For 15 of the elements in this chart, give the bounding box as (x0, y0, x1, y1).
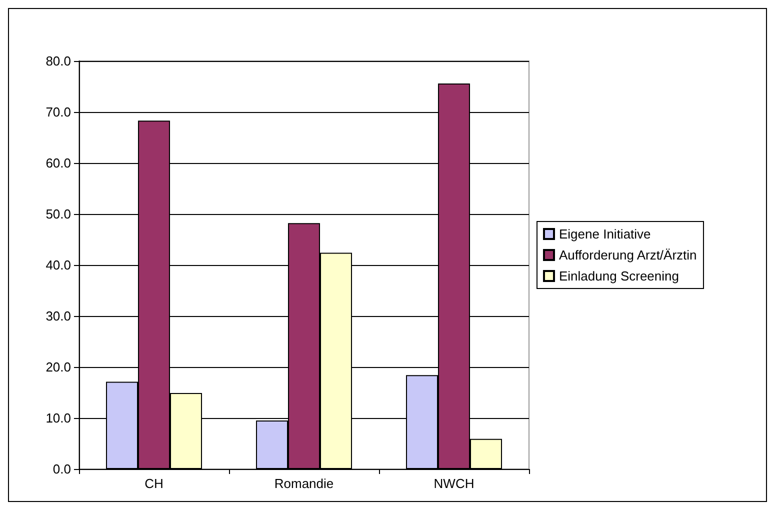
legend-label: Einladung Screening (559, 268, 679, 284)
x-tick-label: Romandie (274, 476, 334, 491)
y-tick-label: 30.0 (46, 308, 71, 324)
y-tick-label: 60.0 (46, 156, 71, 170)
x-tick-label: CH (144, 476, 164, 491)
y-tick-label: 50.0 (46, 206, 71, 222)
y-tick-label: 40.0 (46, 258, 71, 272)
x-tick-label: NWCH (434, 476, 474, 491)
y-tick-label: 0.0 (52, 462, 71, 476)
y-tick-label: 80.0 (46, 54, 71, 68)
y-tick-label: 20.0 (46, 360, 71, 374)
y-tick-label: 10.0 (46, 410, 71, 426)
y-tick-label: 70.0 (46, 104, 71, 120)
legend-label: Aufforderung Arzt/Ärztin (559, 248, 697, 262)
legend-label: Eigene Initiative (559, 226, 651, 242)
